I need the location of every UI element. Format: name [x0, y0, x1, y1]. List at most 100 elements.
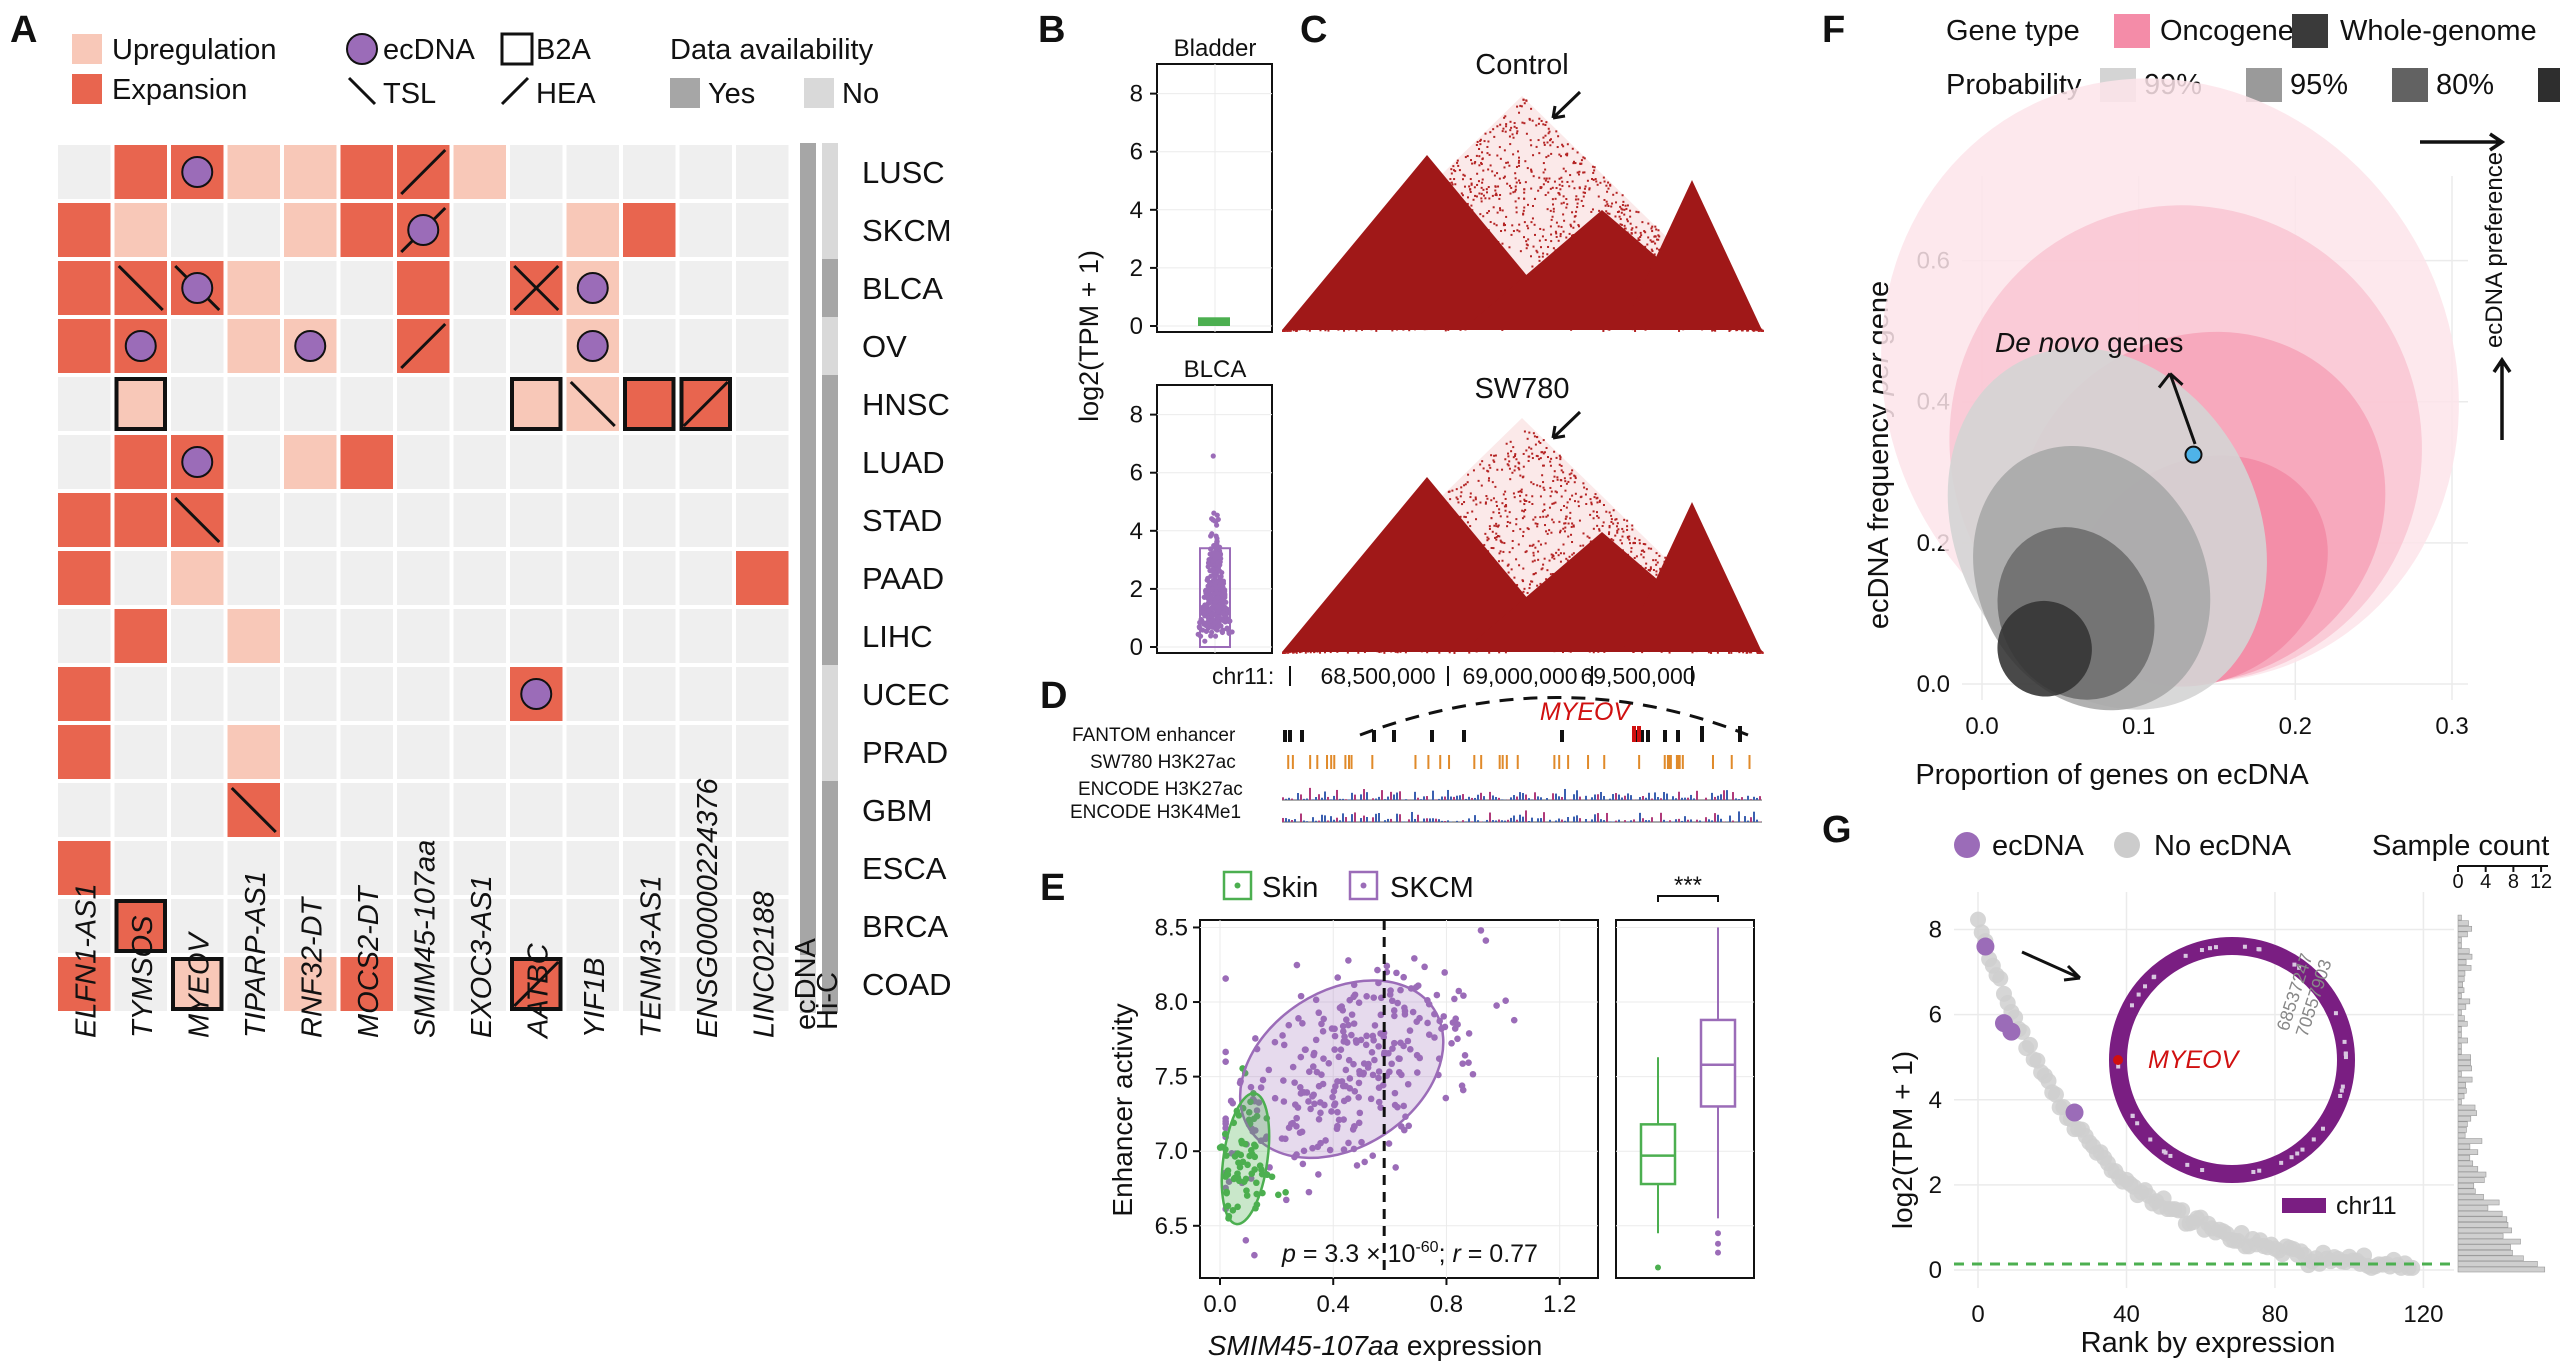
hic-pixel — [1530, 447, 1533, 450]
hic-pixel — [1472, 469, 1475, 472]
hic-pixel — [1641, 549, 1644, 552]
hic-pixel — [1491, 530, 1494, 533]
hic-pixel — [1550, 531, 1553, 534]
heatmap-cell — [736, 899, 789, 953]
hic-pixel — [1566, 203, 1569, 206]
blca-point — [1217, 568, 1223, 574]
hic-pixel — [1499, 194, 1502, 197]
b2a-box — [171, 957, 224, 1011]
hic-pixel — [1499, 123, 1502, 126]
hic-pixel — [1728, 329, 1731, 332]
hic-pixel — [1691, 651, 1694, 654]
hic-pixel — [1637, 237, 1640, 240]
heatmap-cell — [510, 145, 563, 199]
hic-avail-cell — [822, 897, 838, 955]
hic-pixel — [1569, 517, 1572, 520]
hic-pixel — [1510, 186, 1513, 189]
hic-pixel — [1484, 197, 1487, 200]
hic-pixel — [1481, 151, 1484, 154]
heatmap-cell — [227, 261, 280, 315]
hic-pixel — [1519, 494, 1522, 497]
hic-pixel — [1537, 139, 1540, 142]
hic-pixel — [1526, 224, 1529, 227]
heatmap-cell — [340, 725, 393, 779]
hic-pixel — [1523, 122, 1526, 125]
hic-pixel — [1759, 329, 1762, 332]
hic-pixel — [1574, 215, 1577, 218]
hic-pixel — [1479, 463, 1482, 466]
cancer-label: BLCA — [862, 271, 943, 306]
hic-pixel — [1295, 651, 1298, 654]
hic-pixel — [1538, 176, 1541, 179]
hic-pixel — [1623, 518, 1626, 521]
cancer-label: SKCM — [862, 213, 952, 248]
hic-pixel — [1487, 140, 1490, 143]
hic-pixel — [1517, 156, 1520, 159]
hic-pixel — [1559, 456, 1562, 459]
hic-pixel — [1502, 224, 1505, 227]
hic-pixel — [1565, 236, 1568, 239]
hic-pixel — [1646, 243, 1649, 246]
heatmap-cell — [736, 203, 789, 257]
hic-pixel — [1472, 198, 1475, 201]
legend-ecdna-icon — [346, 33, 378, 65]
hic-pixel — [1514, 185, 1517, 188]
heatmap-cell — [227, 725, 280, 779]
hic-pixel — [1549, 460, 1552, 463]
hic-pixel — [1517, 161, 1520, 164]
hic-pixel — [1562, 230, 1565, 233]
heatmap-cell — [227, 319, 280, 373]
ecdna-avail-cell — [800, 781, 816, 839]
hic-pixel — [1562, 201, 1565, 204]
hic-pixel — [1564, 153, 1567, 156]
hic-pixel — [1463, 515, 1466, 518]
hic-pixel — [1495, 536, 1498, 539]
hic-pixel — [1555, 187, 1558, 190]
hic-pixel — [1602, 329, 1605, 332]
hic-pixel — [1522, 209, 1525, 212]
hic-pixel — [1502, 176, 1505, 179]
hic-pixel — [1576, 206, 1579, 209]
hic-pixel — [1355, 329, 1358, 332]
hic-pixel — [1728, 651, 1731, 654]
hic-pixel — [1649, 239, 1652, 242]
hic-pixel — [1375, 329, 1378, 332]
heatmap-cell — [679, 957, 732, 1011]
hic-pixel — [1563, 477, 1566, 480]
hic-pixel — [1547, 245, 1550, 248]
hic-pixel — [1539, 582, 1542, 585]
hic-pixel — [1542, 481, 1545, 484]
hic-pixel — [1541, 510, 1544, 513]
hic-pixel — [1626, 525, 1629, 528]
hic-pixel — [1598, 528, 1601, 531]
hic-pixel — [1544, 524, 1547, 527]
hic-pixel — [1545, 177, 1548, 180]
hic-pixel — [1576, 151, 1579, 154]
heatmap-cell — [284, 609, 337, 663]
hic-pixel — [1623, 208, 1626, 211]
hic-pixel — [1565, 198, 1568, 201]
hic-pixel — [1610, 518, 1613, 521]
hic-pixel — [1526, 203, 1529, 206]
hic-pixel — [1518, 223, 1521, 226]
blca-point — [1217, 559, 1223, 565]
hic-pixel — [1573, 187, 1576, 190]
gene-label: RNF32-DT — [296, 896, 328, 1038]
heatmap-cell — [171, 725, 224, 779]
heatmap-cell — [510, 377, 563, 431]
hic-pixel — [1463, 501, 1466, 504]
heatmap-cell — [227, 203, 280, 257]
heatmap-cell — [510, 493, 563, 547]
hic-pixel — [1532, 518, 1535, 521]
hic-pixel — [1583, 157, 1586, 160]
heatmap-cell — [114, 377, 167, 431]
hic-pixel — [1626, 204, 1629, 207]
hic-pixel — [1549, 573, 1552, 576]
heatmap-cell — [623, 899, 676, 953]
hic-pixel — [1583, 187, 1586, 190]
hic-pixel — [1476, 172, 1479, 175]
cancer-label: BRCA — [862, 909, 948, 944]
hic-pixel — [1652, 240, 1655, 243]
hic-pixel — [1561, 651, 1564, 654]
hic-pixel — [1612, 193, 1615, 196]
